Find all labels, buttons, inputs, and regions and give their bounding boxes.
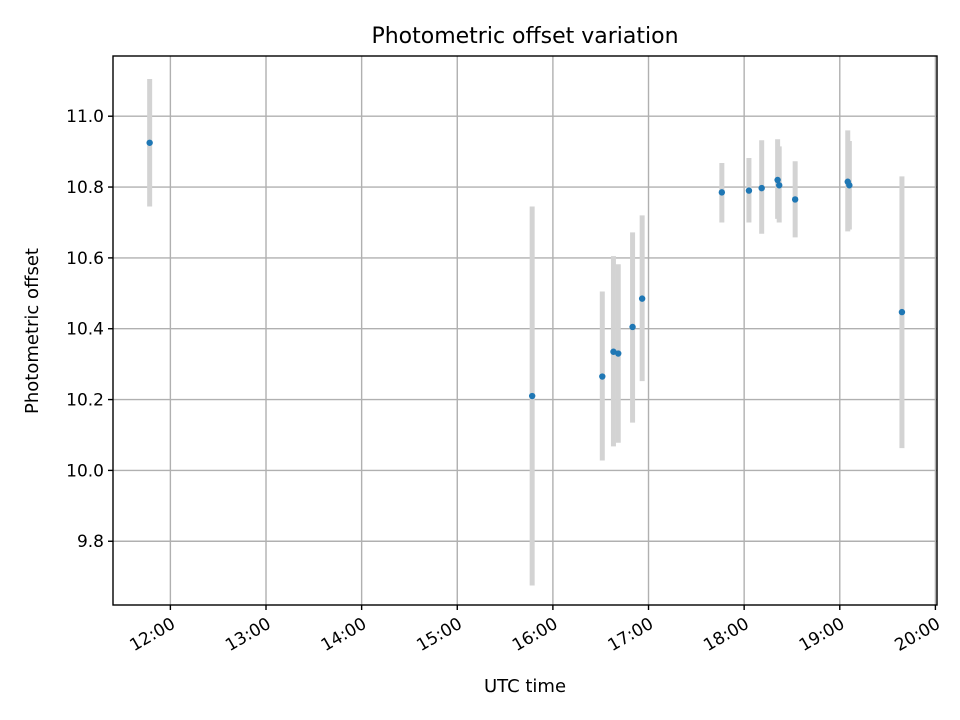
y-tick-label: 10.0 [66, 461, 104, 481]
error-bars [147, 79, 905, 586]
x-tick-label: 13:00 [222, 614, 274, 656]
y-tick-label: 9.8 [77, 532, 104, 552]
x-tick-label: 19:00 [796, 614, 848, 656]
x-tick-label: 15:00 [413, 614, 465, 656]
x-axis-label: UTC time [484, 676, 566, 697]
x-tick-label: 14:00 [318, 614, 370, 656]
data-point [846, 182, 853, 189]
y-tick-label: 11.0 [66, 107, 104, 127]
data-point [776, 182, 783, 189]
x-tick-label: 16:00 [509, 614, 561, 656]
chart-title: Photometric offset variation [371, 24, 678, 49]
data-point [774, 176, 781, 184]
data-point [638, 295, 646, 302]
y-axis-label: Photometric offset [22, 248, 43, 414]
y-tick-label: 10.2 [66, 391, 104, 411]
data-point [629, 323, 636, 331]
data-point [898, 308, 906, 316]
y-tick-label: 10.4 [66, 320, 104, 340]
plot-frame [112, 55, 938, 606]
data-point [758, 184, 765, 192]
x-tick-label: 12:00 [126, 614, 178, 656]
data-points [146, 139, 906, 400]
data-point [146, 139, 153, 146]
data-point [718, 189, 726, 196]
data-point [599, 373, 606, 380]
data-point [791, 196, 799, 203]
y-tick-label: 10.8 [66, 178, 104, 198]
data-point [745, 187, 753, 194]
grid [113, 56, 937, 605]
x-tick-label: 17:00 [605, 614, 657, 656]
y-tick-label: 10.6 [66, 249, 104, 269]
x-tick-label: 18:00 [700, 614, 752, 656]
x-tick-label: 20:00 [891, 614, 943, 656]
data-point [528, 392, 536, 400]
axis-ticks: 12:00 13:00 14:00 15:00 16:00 17:00 18:00 19:00… [66, 107, 944, 656]
data-point [615, 350, 622, 357]
